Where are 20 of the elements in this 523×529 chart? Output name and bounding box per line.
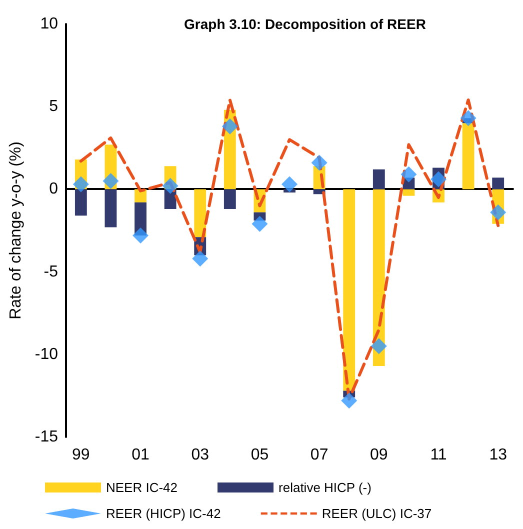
y-tick-label: 10 bbox=[40, 16, 58, 32]
y-tick-label: -15 bbox=[34, 428, 58, 446]
x-tick-label: 09 bbox=[370, 446, 388, 464]
y-tick-label: 5 bbox=[49, 98, 58, 116]
legend-label: REER (HICP) IC-42 bbox=[106, 506, 221, 521]
legend-label: relative HICP (-) bbox=[278, 480, 372, 495]
chart-title: Graph 3.10: Decomposition of REER bbox=[184, 16, 426, 32]
y-tick-label: -10 bbox=[34, 346, 58, 363]
legend-label: REER (ULC) IC-37 bbox=[322, 506, 432, 521]
y-tick-label: -5 bbox=[44, 263, 58, 280]
x-tick-label: 01 bbox=[132, 446, 150, 464]
legend-label: NEER IC-42 bbox=[106, 480, 178, 495]
x-tick-label: 05 bbox=[250, 446, 269, 464]
y-axis-title: Rate of change y-o-y (%) bbox=[8, 142, 24, 320]
x-tick-label: 99 bbox=[72, 446, 90, 464]
y-tick-label: 0 bbox=[49, 180, 58, 198]
x-tick-label: 03 bbox=[191, 446, 210, 464]
x-tick-label: 07 bbox=[310, 446, 328, 464]
x-tick-label: 13 bbox=[489, 446, 508, 464]
x-tick-label: 11 bbox=[430, 446, 447, 464]
